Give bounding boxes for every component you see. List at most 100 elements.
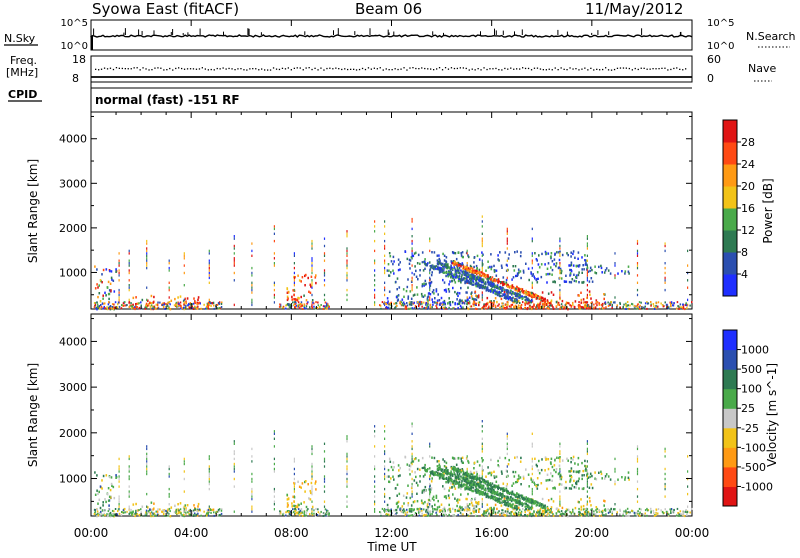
nave-dot (196, 69, 197, 70)
velocity-ground-cell (468, 509, 470, 511)
velocity-cell (494, 477, 496, 479)
velocity-noise (384, 493, 385, 495)
power-noise (384, 289, 385, 291)
power-noise (324, 299, 325, 301)
velocity-noise (412, 423, 413, 425)
nave-dot (395, 68, 396, 69)
power-arc-cell (422, 261, 424, 263)
velocity-noise (482, 473, 483, 475)
power-noise (532, 228, 533, 230)
power-ground-cell (680, 303, 682, 305)
velocity-ground-cell (640, 509, 642, 511)
velocity-ground-cell (571, 513, 573, 515)
velocity-noise (507, 465, 508, 467)
nave-dot (403, 67, 404, 68)
power-cell (505, 251, 507, 253)
velocity-noise (412, 455, 413, 457)
power-cell (496, 275, 498, 277)
power-noise (129, 289, 130, 291)
power-noise (482, 260, 483, 262)
velocity-ground-cell (213, 511, 215, 513)
velocity-cell (390, 477, 392, 479)
nave-dot (439, 67, 440, 68)
velocity-ground-cell (401, 508, 403, 510)
velocity-cell (532, 481, 534, 483)
power-cell (403, 288, 405, 290)
velocity-noise (532, 445, 533, 447)
velocity-ground-cell (608, 512, 610, 514)
power-cell (589, 270, 591, 272)
velocity-cell (608, 475, 610, 477)
nave-dot (151, 69, 152, 70)
power-ground-cell (561, 303, 563, 305)
power-ground-cell (579, 305, 581, 307)
power-ground-cell (443, 307, 445, 309)
velocity-ground-cell (185, 512, 187, 514)
power-cell (539, 266, 541, 268)
velocity-cell (110, 489, 112, 491)
power-ground-cell (686, 307, 688, 309)
power-cell (621, 270, 623, 272)
power-noise (346, 267, 347, 269)
velocity-arc-cell (444, 477, 446, 479)
velocity-cell (487, 466, 489, 468)
velocity-cell (501, 470, 503, 472)
velocity-noise (251, 508, 252, 510)
power-ground-cell (605, 301, 607, 303)
nave-dot (237, 68, 238, 69)
power-noise (467, 301, 468, 303)
power-ground-cell (199, 302, 201, 304)
velocity-ground-cell (611, 508, 613, 510)
power-ground-cell (210, 302, 212, 304)
velocity-arc-cell (443, 478, 445, 480)
velocity-ground-cell (159, 508, 161, 510)
velocity-ground-cell (517, 514, 519, 516)
velocity-cell (389, 481, 391, 483)
velocity-noise (346, 460, 347, 462)
power-cell (299, 279, 301, 281)
nave-dot (424, 68, 425, 69)
velocity-noise (665, 483, 666, 485)
freq-tick-top: 18 (72, 53, 86, 66)
velocity-cell (391, 466, 393, 468)
power-ground-cell (431, 306, 433, 308)
power-cell (431, 251, 433, 253)
velocity-cell (431, 505, 433, 507)
power-cell (481, 251, 483, 253)
velocity-cell (398, 464, 400, 466)
power-noise (209, 272, 210, 274)
velocity-cell (417, 500, 419, 502)
nave-dot (676, 67, 677, 68)
velocity-ground-cell (157, 514, 159, 516)
power-cell (135, 296, 137, 298)
velocity-cell (518, 475, 520, 477)
power-noise (119, 296, 120, 298)
power-cell (499, 251, 501, 253)
power-noise (119, 260, 120, 262)
velocity-cell (575, 507, 577, 509)
power-cell (556, 262, 558, 264)
velocity-noise (274, 430, 275, 432)
velocity-cell (448, 489, 450, 491)
power-noise (587, 294, 588, 296)
velocity-ground-cell (631, 510, 633, 512)
velocity-ground-cell (510, 513, 512, 515)
power-cell (582, 264, 584, 266)
power-cell (455, 252, 457, 254)
velocity-cell (436, 497, 438, 499)
nave-dot (377, 68, 378, 69)
power-ground-cell (101, 306, 103, 308)
power-ground-cell (180, 305, 182, 307)
velocity-cell (546, 458, 548, 460)
velocity-noise (384, 465, 385, 467)
velocity-ground-cell (386, 513, 388, 515)
velocity-cell (422, 457, 424, 459)
velocity-noise (507, 470, 508, 472)
velocity-cell (452, 508, 454, 510)
velocity-noise (209, 455, 210, 457)
power-cell (151, 295, 153, 297)
power-arc-cell (503, 283, 505, 285)
power-noise (119, 289, 120, 291)
power-ground-cell (625, 308, 627, 310)
power-noise (324, 260, 325, 262)
